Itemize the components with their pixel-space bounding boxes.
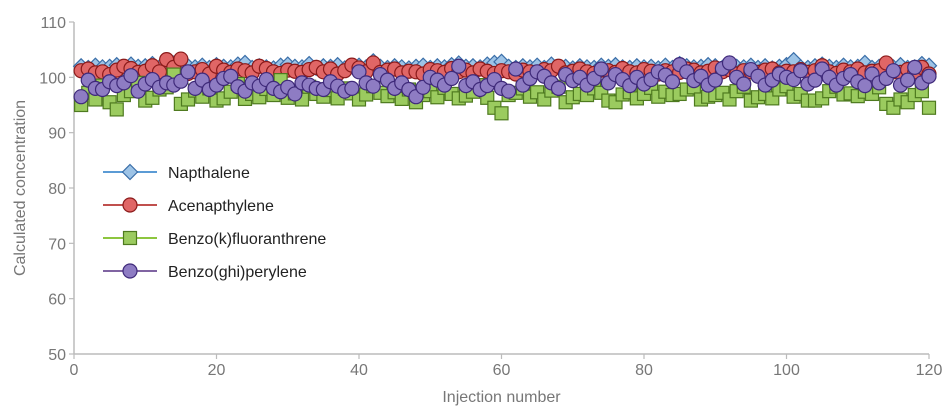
legend-marker — [122, 263, 138, 279]
data-point — [793, 63, 809, 79]
data-point — [365, 78, 381, 94]
data-point — [857, 78, 873, 94]
y-tick-label: 80 — [48, 181, 66, 198]
legend-label: Acenapthylene — [168, 198, 274, 215]
legend-item: Acenapthylene — [103, 197, 274, 215]
x-axis-title: Injection number — [442, 389, 561, 406]
legend-marker — [122, 197, 138, 213]
y-tick-label: 90 — [48, 126, 66, 143]
data-point — [807, 72, 823, 88]
y-tick-label: 50 — [48, 347, 66, 364]
data-point — [900, 72, 916, 88]
x-tick-label: 100 — [773, 362, 800, 379]
legend: Napthalene Acenapthylene Benzo(k)fluoranth… — [90, 152, 360, 294]
y-tick-labels: 50 60 70 80 90 100 110 — [39, 15, 74, 364]
x-tick-label: 0 — [70, 362, 79, 379]
data-point — [907, 59, 923, 75]
series-benzo-ghi-perylene — [73, 55, 937, 105]
data-point — [173, 51, 189, 67]
data-point — [351, 64, 367, 80]
data-point — [501, 83, 517, 99]
y-tick-label: 110 — [40, 15, 66, 32]
legend-item: Benzo(k)fluoranthrene — [103, 230, 326, 248]
y-axis-title: Calculated concentration — [12, 100, 29, 276]
data-point — [593, 61, 609, 77]
x-tick-labels: 0 20 40 60 80 100 120 — [70, 354, 943, 379]
legend-label: Benzo(ghi)perylene — [168, 264, 307, 281]
data-point — [444, 70, 460, 87]
data-point — [344, 80, 360, 97]
data-point — [180, 64, 196, 80]
x-tick-label: 80 — [635, 362, 653, 379]
legend-item: Napthalene — [103, 163, 250, 182]
data-point — [494, 106, 509, 121]
data-point — [736, 76, 752, 92]
x-tick-label: 120 — [916, 362, 943, 379]
data-point — [73, 89, 89, 105]
legend-label: Napthalene — [168, 165, 250, 182]
x-tick-label: 20 — [208, 362, 226, 379]
data-point — [223, 68, 239, 84]
data-point — [451, 58, 467, 74]
y-tick-label: 100 — [39, 70, 66, 87]
x-tick-label: 40 — [350, 362, 368, 379]
data-point — [921, 68, 937, 84]
data-point — [664, 74, 681, 90]
data-point — [921, 100, 937, 115]
series-layer — [72, 51, 938, 121]
y-tick-label: 60 — [48, 292, 66, 309]
data-point — [287, 86, 303, 102]
data-point — [707, 72, 723, 88]
legend-marker — [122, 230, 138, 246]
data-point — [109, 102, 124, 117]
legend-item: Benzo(ghi)perylene — [103, 263, 307, 281]
data-point — [123, 68, 139, 84]
data-point — [885, 63, 901, 79]
data-point — [508, 61, 524, 77]
data-point — [550, 80, 567, 97]
legend-label: Benzo(k)fluoranthrene — [168, 231, 326, 248]
x-tick-label: 60 — [493, 362, 511, 379]
y-tick-label: 70 — [48, 236, 66, 253]
legend-marker — [121, 163, 139, 181]
data-point — [721, 55, 738, 71]
